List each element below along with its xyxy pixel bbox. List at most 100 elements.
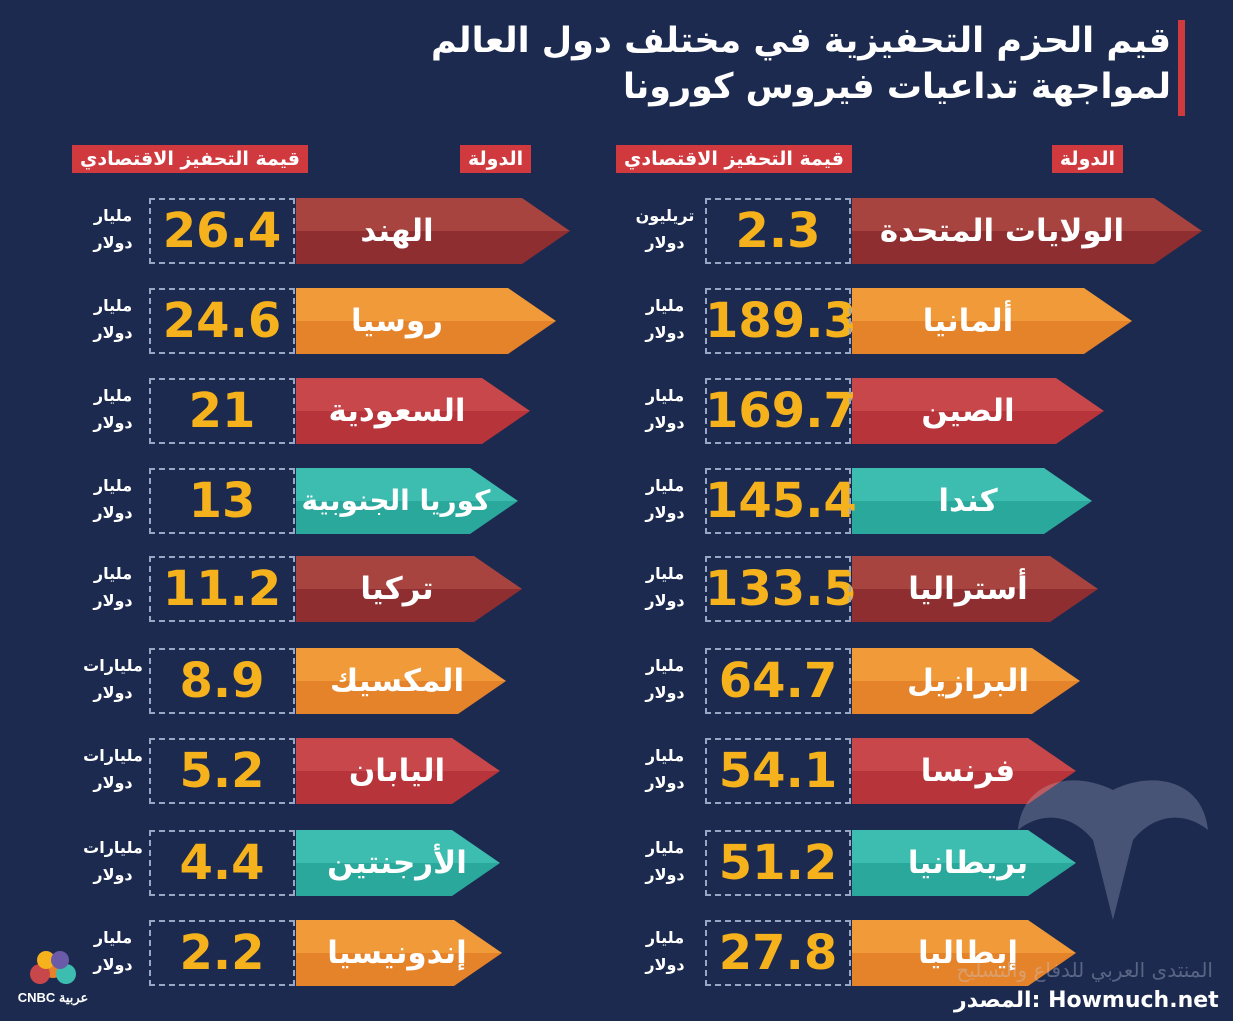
stimulus-value: 189.3	[705, 293, 857, 349]
country-arrow: الصين	[852, 378, 1104, 444]
value-box: 5.2	[149, 738, 295, 804]
value-box: 133.5	[705, 556, 857, 622]
cnbc-arabia-logo-icon: CNBC عربية	[18, 951, 89, 1006]
unit-label: مليار دولار	[645, 296, 685, 342]
right-row-4: كندا 145.4 مليار دولار	[0, 468, 1233, 534]
stimulus-value: 26.4	[162, 203, 282, 259]
value-box: 13	[149, 468, 295, 534]
stimulus-value: 4.4	[179, 835, 265, 891]
value-box: 2.2	[149, 920, 295, 986]
country-label: تركيا	[360, 571, 434, 607]
stimulus-value: 2.2	[179, 925, 265, 981]
value-box: 21	[149, 378, 295, 444]
left-row-5: تركيا 11.2 مليار دولار	[0, 556, 1233, 622]
country-label: بريطانيا	[907, 845, 1029, 881]
country-label: فرنسا	[920, 753, 1016, 789]
unit-label: مليار دولار	[645, 746, 685, 792]
country-label: روسيا	[351, 303, 443, 339]
right-row-6: البرازيل 64.7 مليار دولار	[0, 648, 1233, 714]
value-box: 54.1	[705, 738, 851, 804]
value-box: 4.4	[149, 830, 295, 896]
unit-label: مليارات دولار	[83, 746, 143, 792]
left-row-8: الأرجنتين 4.4 مليارات دولار	[0, 830, 1233, 896]
stimulus-value: 24.6	[162, 293, 282, 349]
right-row-8: بريطانيا 51.2 مليار دولار	[0, 830, 1233, 896]
unit-label: تريليون دولار	[635, 206, 695, 252]
left-header-value: قيمة التحفيز الاقتصادي	[72, 145, 308, 173]
right-row-2: ألمانيا 189.3 مليار دولار	[0, 288, 1233, 354]
stimulus-value: 8.9	[179, 653, 265, 709]
right-row-5: أستراليا 133.5 مليار دولار	[0, 556, 1233, 622]
country-label: أستراليا	[908, 571, 1028, 607]
value-box: 64.7	[705, 648, 851, 714]
unit-label: مليارات دولار	[83, 838, 143, 884]
right-row-3: الصين 169.7 مليار دولار	[0, 378, 1233, 444]
left-row-4: كوريا الجنوبية 13 مليار دولار	[0, 468, 1233, 534]
country-label: الأرجنتين	[327, 845, 467, 881]
left-row-6: المكسيك 8.9 مليارات دولار	[0, 648, 1233, 714]
country-arrow: الأرجنتين	[296, 830, 500, 896]
unit-label: مليار دولار	[645, 928, 685, 974]
country-label: كوريا الجنوبية	[301, 484, 491, 517]
country-arrow: تركيا	[296, 556, 522, 622]
right-row-1: الولايات المتحدة 2.3 تريليون دولار	[0, 198, 1233, 264]
unit-label: مليار دولار	[645, 838, 685, 884]
country-label: اليابان	[348, 753, 446, 789]
page-title: قيم الحزم التحفيزية في مختلف دول العالم	[430, 21, 1171, 61]
stimulus-value: 51.2	[718, 835, 838, 891]
title-accent-bar	[1178, 20, 1185, 116]
stimulus-value: 13	[188, 473, 256, 529]
country-label: الصين	[921, 393, 1015, 429]
country-label: الولايات المتحدة	[879, 213, 1125, 249]
country-label: البرازيل	[907, 663, 1029, 699]
country-arrow: اليابان	[296, 738, 500, 804]
country-arrow: كندا	[852, 468, 1092, 534]
country-arrow: المكسيك	[296, 648, 506, 714]
unit-label: مليارات دولار	[83, 656, 143, 702]
country-arrow: الولايات المتحدة	[852, 198, 1202, 264]
stimulus-value: 2.3	[735, 203, 821, 259]
country-label: ألمانيا	[922, 303, 1014, 339]
stimulus-value: 27.8	[718, 925, 838, 981]
value-box: 26.4	[149, 198, 295, 264]
logo-text: CNBC عربية	[18, 990, 89, 1006]
left-row-3: السعودية 21 مليار دولار	[0, 378, 1233, 444]
unit-label: مليار دولار	[93, 386, 133, 432]
stimulus-value: 11.2	[162, 561, 282, 617]
left-row-9: إندونيسيا 2.2 مليار دولار	[0, 920, 1233, 986]
value-box: 2.3	[705, 198, 851, 264]
page-subtitle: لمواجهة تداعيات فيروس كورونا	[622, 67, 1171, 107]
country-arrow: روسيا	[296, 288, 556, 354]
unit-label: مليار دولار	[93, 296, 133, 342]
country-label: إندونيسيا	[327, 935, 467, 971]
right-header-value: قيمة التحفيز الاقتصادي	[616, 145, 852, 173]
stimulus-value: 169.7	[705, 383, 857, 439]
defense-forum-watermark-icon	[1018, 780, 1208, 920]
source-credit: المصدر: Howmuch.net	[954, 988, 1219, 1013]
country-arrow: السعودية	[296, 378, 530, 444]
unit-label: مليار دولار	[645, 476, 685, 522]
left-header-country: الدولة	[460, 145, 532, 173]
stimulus-value: 145.4	[705, 473, 857, 529]
country-label: الهند	[360, 213, 434, 249]
unit-label: مليار دولار	[93, 476, 133, 522]
country-arrow: الهند	[296, 198, 570, 264]
unit-label: مليار دولار	[645, 564, 685, 610]
unit-label: مليار دولار	[93, 206, 133, 252]
left-row-2: روسيا 24.6 مليار دولار	[0, 288, 1233, 354]
unit-label: مليار دولار	[93, 564, 133, 610]
watermark-text: المنتدى العربي للدفاع والتسليح	[956, 958, 1213, 982]
country-arrow: أستراليا	[852, 556, 1098, 622]
value-box: 169.7	[705, 378, 857, 444]
right-row-7: فرنسا 54.1 مليار دولار	[0, 738, 1233, 804]
value-box: 189.3	[705, 288, 857, 354]
right-row-9: إيطاليا 27.8 مليار دولار	[0, 920, 1233, 986]
country-arrow: البرازيل	[852, 648, 1080, 714]
country-arrow: كوريا الجنوبية	[296, 468, 518, 534]
country-arrow: إندونيسيا	[296, 920, 502, 986]
value-box: 24.6	[149, 288, 295, 354]
stimulus-value: 21	[188, 383, 256, 439]
stimulus-value: 54.1	[718, 743, 838, 799]
country-label: كندا	[938, 483, 998, 519]
value-box: 11.2	[149, 556, 295, 622]
